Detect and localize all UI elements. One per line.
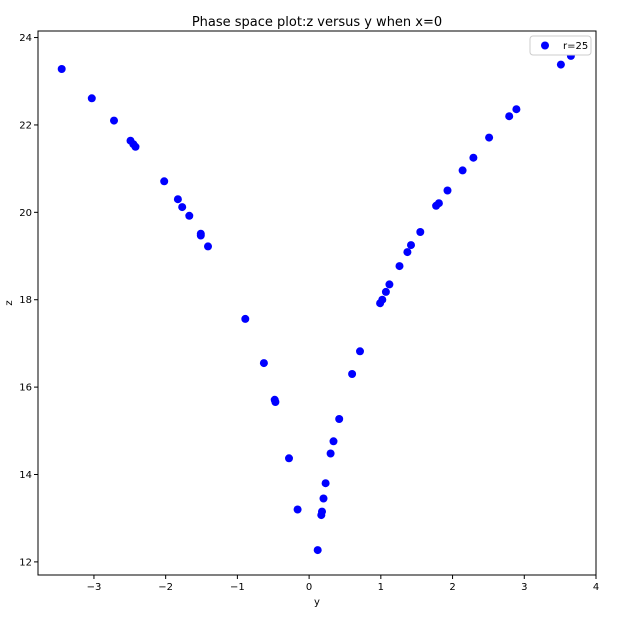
data-point-0-1 xyxy=(87,94,96,103)
data-point-0-43 xyxy=(505,112,514,121)
data-point-0-44 xyxy=(512,105,521,114)
y-tick-label: 24 xyxy=(19,33,32,44)
data-point-0-35 xyxy=(407,241,415,250)
data-point-0-23 xyxy=(321,479,330,488)
legend-box xyxy=(529,35,592,56)
x-tick-label: −1 xyxy=(230,582,245,593)
data-point-0-27 xyxy=(348,370,357,378)
data-point-0-30 xyxy=(378,295,387,304)
y-tick-label: 16 xyxy=(19,383,32,394)
data-point-0-31 xyxy=(381,287,390,296)
data-point-0-39 xyxy=(443,186,452,195)
x-tick-label: 4 xyxy=(593,582,599,593)
data-point-0-32 xyxy=(385,280,394,289)
x-tick-label: 3 xyxy=(521,582,527,593)
data-point-0-24 xyxy=(326,449,335,458)
data-point-0-38 xyxy=(434,199,443,208)
data-point-0-22 xyxy=(319,494,328,503)
legend-marker xyxy=(541,41,549,50)
y-axis-ticks: 12 14 16 18 20 22 24 xyxy=(19,33,38,568)
data-point-0-41 xyxy=(469,153,478,162)
data-point-0-11 xyxy=(196,231,205,240)
data-point-0-25 xyxy=(329,437,338,446)
y-axis-label: z xyxy=(4,300,15,305)
data-point-0-33 xyxy=(395,262,404,271)
data-point-0-18 xyxy=(293,505,302,514)
data-point-0-45 xyxy=(556,60,565,69)
x-tick-label: 1 xyxy=(378,582,384,593)
plot-area xyxy=(37,30,597,576)
data-point-0-5 xyxy=(131,142,140,151)
data-point-0-28 xyxy=(356,347,364,356)
data-point-0-13 xyxy=(241,314,250,323)
data-point-0-26 xyxy=(335,415,344,423)
data-points xyxy=(57,51,575,555)
data-point-0-12 xyxy=(204,242,212,251)
data-point-0-2 xyxy=(110,116,118,125)
legend: r=25 xyxy=(529,35,592,56)
data-point-0-6 xyxy=(160,177,169,186)
y-tick-label: 18 xyxy=(19,295,32,306)
data-point-0-36 xyxy=(416,228,425,236)
x-tick-label: 0 xyxy=(306,582,312,593)
chart-title: Phase space plot:z versus y when x=0 xyxy=(192,15,442,30)
x-tick-label: −3 xyxy=(87,582,102,593)
x-axis-ticks: −3 −2 −1 0 1 2 3 4 xyxy=(87,575,599,593)
y-tick-label: 14 xyxy=(19,470,32,481)
data-point-0-21 xyxy=(318,507,326,516)
x-tick-label: 2 xyxy=(449,582,455,593)
data-point-0-14 xyxy=(259,359,268,368)
data-point-0-16 xyxy=(271,398,280,406)
y-tick-label: 22 xyxy=(19,120,32,131)
data-point-0-19 xyxy=(313,546,322,555)
data-point-0-9 xyxy=(185,211,194,220)
data-point-0-40 xyxy=(458,166,467,175)
y-tick-label: 20 xyxy=(19,208,32,219)
y-tick-label: 12 xyxy=(19,557,32,568)
data-point-0-0 xyxy=(57,65,66,73)
data-point-0-17 xyxy=(285,454,293,463)
data-point-0-42 xyxy=(485,133,494,142)
legend-label: r=25 xyxy=(563,41,588,52)
x-tick-label: −2 xyxy=(158,582,173,593)
data-point-0-34 xyxy=(403,248,412,257)
x-axis-label: y xyxy=(314,597,320,608)
data-point-0-7 xyxy=(173,195,182,204)
data-point-0-8 xyxy=(178,203,187,212)
